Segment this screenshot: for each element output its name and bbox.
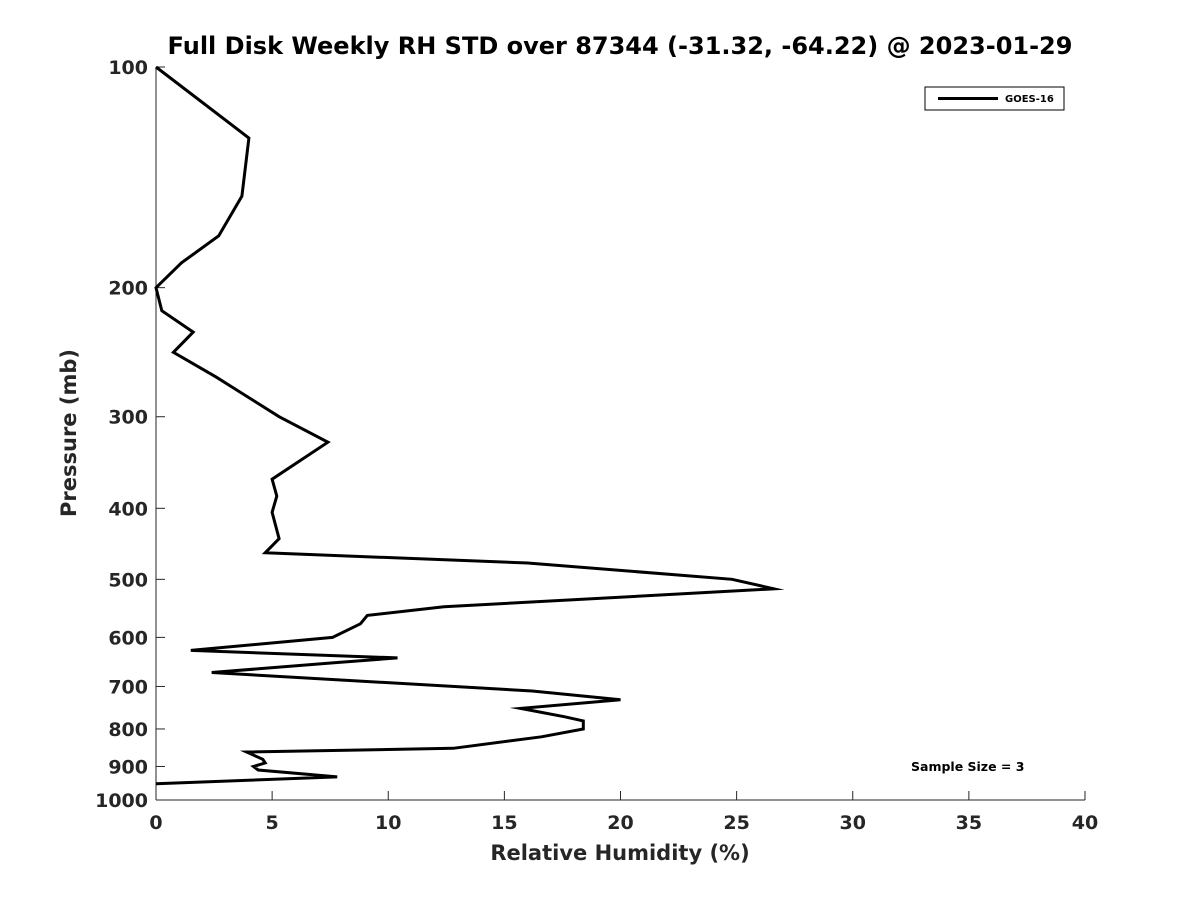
- x-axis-ticks: 0 5 10 15 20 25 30 35 40: [149, 791, 1098, 834]
- x-tick-label: 35: [956, 812, 982, 834]
- x-tick-label: 30: [840, 812, 866, 834]
- legend-label: GOES-16: [1005, 94, 1054, 105]
- chart-title: Full Disk Weekly RH STD over 87344 (-31.…: [168, 32, 1073, 60]
- sample-size-annotation: Sample Size = 3: [911, 759, 1024, 774]
- y-tick-label: 600: [108, 627, 148, 649]
- x-axis-label: Relative Humidity (%): [490, 841, 749, 865]
- y-axis-ticks: 100 200 300 400 500 600 700 800 900 1000: [95, 57, 165, 812]
- y-tick-label: 100: [108, 57, 148, 79]
- y-tick-label: 800: [108, 719, 148, 741]
- y-tick-label: 900: [108, 756, 148, 778]
- y-tick-label: 400: [108, 498, 148, 520]
- x-tick-label: 40: [1072, 812, 1098, 834]
- series-layer: [154, 65, 785, 786]
- x-tick-label: 10: [375, 812, 401, 834]
- y-tick-label: 300: [108, 407, 148, 429]
- x-tick-label: 15: [491, 812, 517, 834]
- y-tick-label: 700: [108, 676, 148, 698]
- y-tick-label: 1000: [95, 790, 148, 812]
- legend: GOES-16: [924, 86, 1065, 111]
- y-tick-label: 200: [108, 278, 148, 300]
- series-line-goes-16: [154, 65, 785, 786]
- y-tick-label: 500: [108, 569, 148, 591]
- x-tick-label: 5: [266, 812, 279, 834]
- x-tick-label: 0: [149, 812, 162, 834]
- y-axis-label: Pressure (mb): [57, 349, 81, 517]
- x-tick-label: 20: [607, 812, 633, 834]
- x-tick-label: 25: [723, 812, 749, 834]
